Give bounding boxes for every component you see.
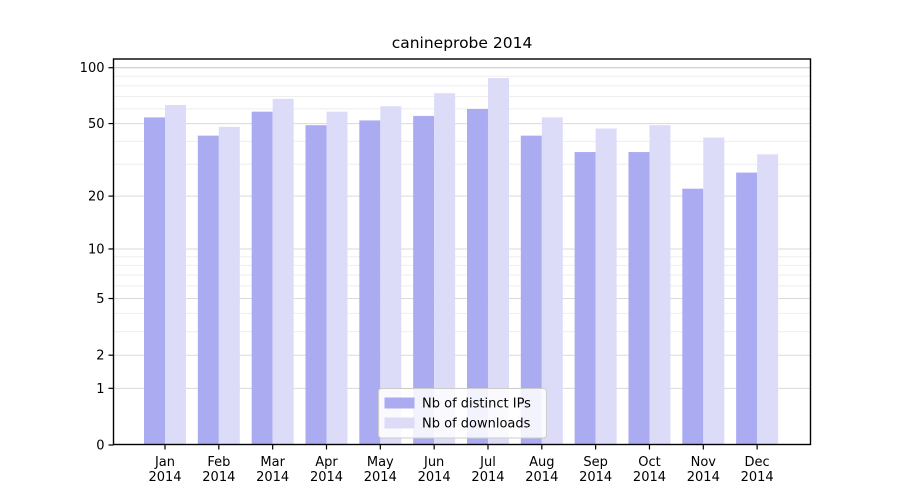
x-tick-label-month: Oct: [638, 455, 660, 470]
y-tick-label: 0: [96, 439, 104, 454]
bar-downloads: [757, 154, 779, 445]
x-tick-label-year: 2014: [579, 470, 612, 485]
bar-downloads: [541, 117, 563, 445]
plot-frame: [112, 58, 812, 446]
bar-distinct-ips: [466, 108, 488, 445]
x-tick-label-month: May: [367, 455, 394, 470]
x-tick-label-year: 2014: [687, 470, 720, 485]
bar-downloads: [434, 93, 456, 445]
y-tick-label: 10: [88, 242, 105, 257]
x-tick-label-year: 2014: [202, 470, 235, 485]
y-tick-label: 50: [88, 117, 105, 132]
y-tick-label: 100: [80, 61, 105, 76]
y-tick-label: 5: [96, 292, 104, 307]
legend-swatch-distinct-ips: [384, 397, 415, 409]
bar-distinct-ips: [628, 152, 650, 445]
bar-distinct-ips: [682, 188, 704, 445]
bar-downloads: [487, 78, 509, 445]
x-tick-label-year: 2014: [364, 470, 397, 485]
y-tick-label: 2: [96, 349, 104, 364]
bar-downloads: [703, 137, 725, 445]
x-tick-label-month: Aug: [529, 455, 554, 470]
bar-distinct-ips: [144, 117, 165, 445]
bar-downloads: [595, 128, 617, 445]
legend-swatch-downloads: [384, 417, 415, 429]
bar-distinct-ips: [251, 111, 273, 445]
legend-label-downloads: Nb of downloads: [422, 417, 531, 432]
x-tick-label-month: Apr: [315, 455, 338, 470]
bar-downloads: [326, 111, 348, 445]
x-tick-label-year: 2014: [310, 470, 343, 485]
bar-distinct-ips: [413, 115, 435, 445]
bar-downloads: [649, 125, 671, 445]
bar-downloads: [380, 106, 402, 445]
x-tick-label-year: 2014: [418, 470, 451, 485]
bar-distinct-ips: [736, 172, 758, 445]
y-tick-label: 1: [96, 382, 104, 397]
legend-label-distinct-ips: Nb of distinct IPs: [422, 397, 531, 412]
legend-box: [378, 388, 547, 439]
x-tick-label-year: 2014: [525, 470, 558, 485]
chart-title: canineprobe 2014: [392, 34, 533, 52]
x-tick-label-month: Jun: [423, 455, 444, 470]
x-tick-label-month: Jul: [479, 455, 496, 470]
bar-distinct-ips: [197, 135, 219, 445]
x-tick-label-month: Nov: [691, 455, 717, 470]
bar-downloads: [272, 98, 294, 445]
x-tick-label-year: 2014: [633, 470, 666, 485]
bar-downloads: [165, 105, 186, 445]
axis-layer: 1005020105210Jan2014Feb2014Mar2014Apr201…: [80, 58, 812, 485]
x-tick-label-month: Jan: [154, 455, 175, 470]
bar-layer: [144, 78, 779, 445]
bar-distinct-ips: [305, 125, 327, 445]
bar-distinct-ips: [574, 152, 596, 445]
x-tick-label-month: Feb: [207, 455, 230, 470]
x-tick-label-month: Dec: [745, 455, 770, 470]
bar-distinct-ips: [359, 120, 381, 445]
x-tick-label-month: Sep: [583, 455, 608, 470]
bar-distinct-ips: [520, 135, 542, 445]
x-tick-label-year: 2014: [471, 470, 504, 485]
x-tick-label-year: 2014: [256, 470, 289, 485]
x-tick-label-year: 2014: [741, 470, 774, 485]
x-tick-label-month: Mar: [260, 455, 285, 470]
legend: Nb of distinct IPs Nb of downloads: [378, 388, 547, 439]
x-tick-label-year: 2014: [148, 470, 181, 485]
y-tick-label: 20: [88, 190, 105, 205]
bar-downloads: [218, 126, 240, 445]
